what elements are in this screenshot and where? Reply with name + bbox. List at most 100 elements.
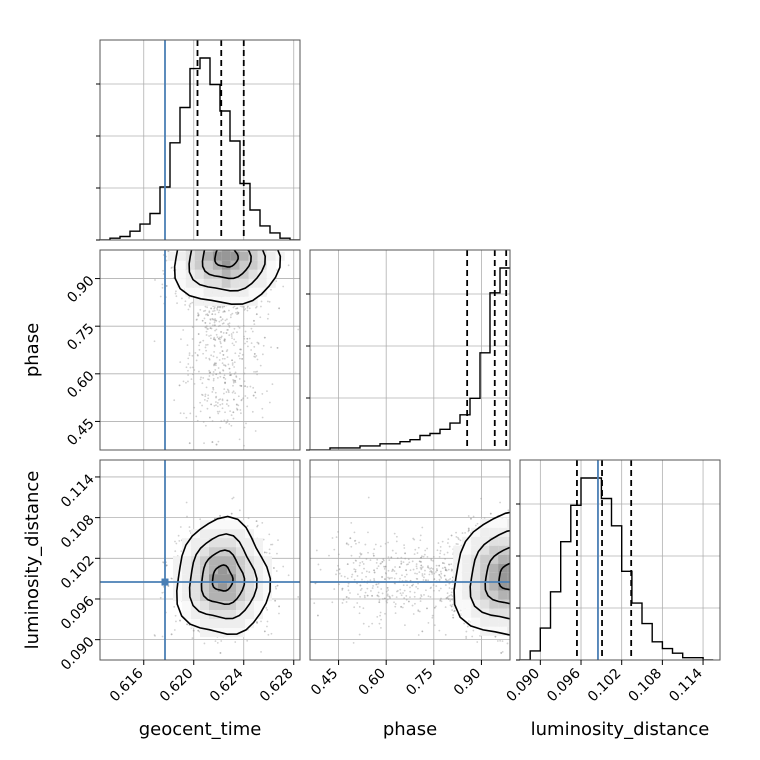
- scatter-point: [212, 374, 214, 376]
- scatter-point: [213, 363, 216, 366]
- scatter-point: [236, 408, 239, 411]
- scatter-point: [179, 619, 181, 622]
- scatter-point: [287, 574, 290, 577]
- scatter-point: [215, 443, 218, 446]
- scatter-point: [214, 329, 216, 332]
- scatter-point: [237, 404, 240, 407]
- scatter-point: [154, 279, 156, 281]
- scatter-point: [179, 526, 182, 528]
- scatter-point: [187, 369, 189, 372]
- scatter-point: [250, 349, 253, 351]
- scatter-point: [217, 367, 220, 369]
- scatter-point: [212, 305, 215, 308]
- scatter-point: [215, 395, 218, 398]
- grid-1-1: [310, 250, 510, 450]
- scatter-point: [233, 373, 236, 375]
- scatter-point: [252, 386, 255, 389]
- scatter-point: [188, 526, 191, 528]
- scatter-point: [243, 335, 246, 338]
- scatter-point: [234, 379, 237, 382]
- scatter-point: [153, 634, 156, 636]
- scatter-point: [185, 416, 188, 419]
- scatter-point: [194, 352, 197, 354]
- scatter-point: [248, 307, 251, 310]
- scatter-point: [193, 406, 196, 409]
- scatter-point: [175, 542, 178, 545]
- scatter-point: [263, 336, 266, 339]
- scatter-point: [192, 629, 195, 632]
- scatter-point: [236, 313, 238, 316]
- scatter-point: [260, 305, 262, 308]
- scatter-point: [253, 319, 255, 322]
- scatter-point: [255, 313, 258, 316]
- scatter-point: [253, 370, 255, 373]
- scatter-point: [256, 358, 259, 361]
- scatter-point: [261, 407, 264, 410]
- scatter-point: [227, 391, 230, 394]
- scatter-point: [212, 379, 215, 382]
- scatter-point: [154, 634, 156, 637]
- scatter-point: [216, 307, 218, 310]
- scatter-point: [201, 393, 203, 396]
- scatter-point: [202, 421, 205, 423]
- scatter-point: [211, 441, 214, 443]
- scatter-point: [196, 419, 199, 422]
- scatter-point: [206, 328, 209, 330]
- scatter-point: [204, 322, 207, 324]
- scatter-point: [263, 336, 266, 339]
- scatter-point: [221, 357, 224, 360]
- scatter-point: [256, 525, 259, 528]
- scatter-point: [221, 306, 224, 309]
- scatter-point: [245, 422, 247, 425]
- scatter-point: [204, 326, 207, 329]
- scatter-point: [201, 394, 204, 397]
- scatter-point: [255, 355, 258, 357]
- scatter-point: [189, 302, 192, 305]
- scatter-point: [297, 596, 300, 598]
- scatter-point: [276, 552, 278, 555]
- scatter-point: [212, 387, 215, 389]
- scatter-point: [234, 371, 237, 374]
- scatter-point: [219, 305, 221, 308]
- scatter-point: [224, 365, 227, 367]
- scatter-point: [197, 629, 200, 632]
- scatter-point: [226, 388, 229, 391]
- scatter-point: [214, 319, 217, 322]
- scatter-point: [191, 338, 194, 340]
- scatter-point: [256, 622, 259, 625]
- scatter-point: [212, 338, 215, 341]
- scatter-point: [212, 310, 214, 313]
- scatter-point: [209, 334, 212, 337]
- scatter-point: [243, 444, 245, 447]
- scatter-point: [219, 305, 221, 308]
- scatter-point: [243, 306, 245, 308]
- scatter-point: [235, 403, 238, 406]
- scatter-point: [219, 372, 222, 375]
- scatter-point: [207, 378, 209, 381]
- scatter-point: [221, 398, 224, 401]
- scatter-point: [219, 338, 221, 341]
- scatter-point: [214, 362, 217, 365]
- scatter-point: [240, 412, 242, 415]
- scatter-point: [209, 318, 212, 321]
- scatter-point: [242, 397, 245, 400]
- scatter-point: [186, 344, 189, 346]
- scatter-point: [197, 314, 199, 317]
- scatter-point: [222, 376, 225, 379]
- scatter-point: [180, 338, 182, 341]
- scatter-point: [263, 551, 266, 554]
- scatter-point: [238, 438, 241, 441]
- scatter-point: [277, 539, 279, 541]
- scatter-point: [236, 307, 238, 310]
- scatter-point: [220, 640, 223, 642]
- scatter-point: [262, 344, 265, 347]
- scatter-point: [232, 411, 235, 414]
- scatter-point: [254, 391, 257, 394]
- scatter-point: [263, 630, 266, 633]
- scatter-point: [266, 625, 268, 628]
- scatter-point: [267, 633, 270, 636]
- scatter-point: [215, 396, 217, 399]
- scatter-point: [225, 318, 228, 321]
- scatter-point: [225, 332, 228, 334]
- scatter-point: [193, 369, 196, 371]
